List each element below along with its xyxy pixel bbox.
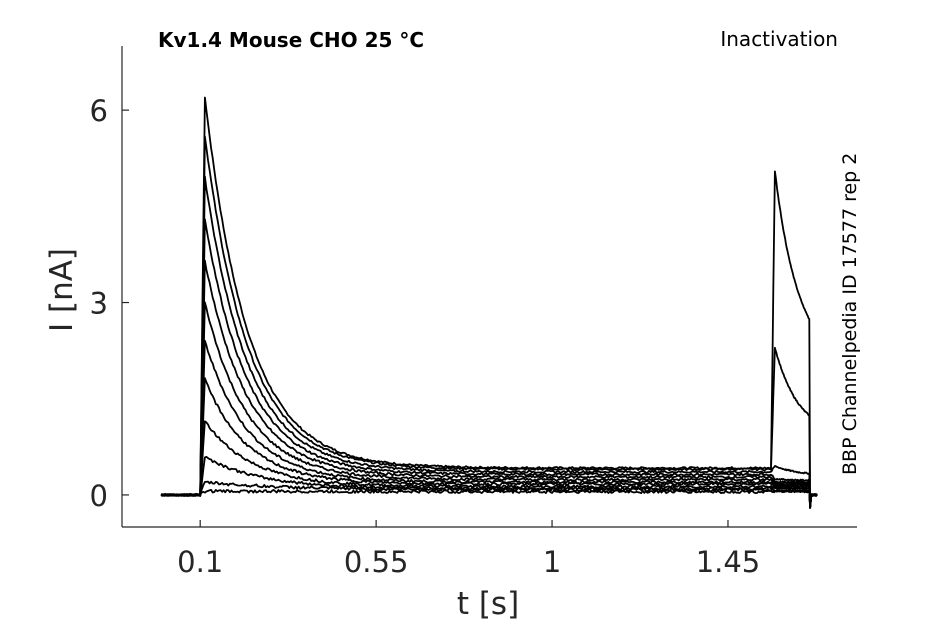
axis-ticks: 0.1 0.55 1 1.45 0 3 6 (90, 94, 761, 579)
current-trace (160, 175, 818, 509)
x-axis-label: t [s] (457, 586, 519, 622)
y-axis-label: I [nA] (44, 248, 80, 332)
current-trace (160, 96, 818, 509)
chart-title: Kv1.4 Mouse CHO 25 °C (158, 28, 424, 52)
current-trace (160, 135, 818, 509)
current-trace (160, 218, 818, 509)
x-tick-label: 0.55 (344, 545, 409, 579)
x-tick-label: 1 (543, 545, 561, 579)
current-trace (160, 377, 818, 509)
y-tick-label: 0 (90, 479, 108, 513)
side-label: BBP Channelpedia ID 17577 rep 2 (839, 153, 861, 475)
chart-subtitle: Inactivation (720, 27, 838, 51)
x-tick-label: 1.45 (696, 545, 761, 579)
y-tick-label: 6 (90, 94, 108, 128)
x-tick-label: 0.1 (177, 545, 223, 579)
current-trace (160, 301, 818, 509)
current-trace (160, 339, 818, 509)
current-trace (161, 489, 818, 509)
y-tick-label: 3 (90, 287, 108, 321)
chart-traces (160, 96, 818, 509)
current-trace (160, 259, 818, 509)
current-trace (160, 420, 818, 509)
